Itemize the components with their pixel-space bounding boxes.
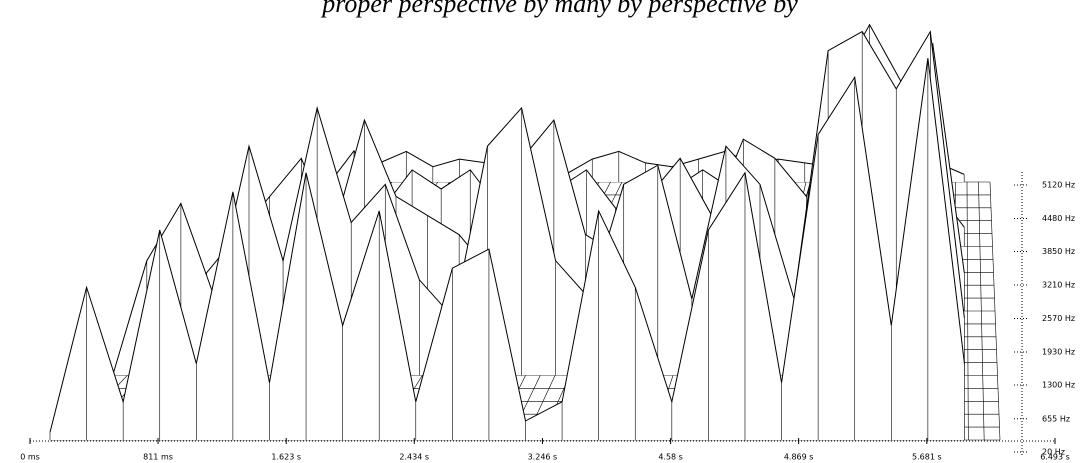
x-tick-label: 2.434 s <box>399 453 429 462</box>
y-tick-label: 4480 Hz <box>1042 214 1075 223</box>
y-tick-label: 5120 Hz <box>1042 181 1075 190</box>
x-tick-label: 4.869 s <box>784 453 814 462</box>
x-tick-label: 4.58 s <box>658 453 683 462</box>
y-tick-label: 20 Hz <box>1042 448 1065 457</box>
chart: proper perspective by many by perspectiv… <box>0 0 1090 463</box>
y-tick-label: 2570 Hz <box>1042 314 1075 323</box>
x-tick-label: 1.623 s <box>271 453 301 462</box>
y-tick-label: 3850 Hz <box>1042 247 1075 256</box>
x-tick-label: 0 ms <box>20 453 40 462</box>
y-tick-label: 1930 Hz <box>1042 348 1075 357</box>
x-tick-label: 5.681 s <box>912 453 942 462</box>
x-tick-label: 3.246 s <box>528 453 558 462</box>
x-tick-label: 811 ms <box>143 453 173 462</box>
y-tick-label: 3210 Hz <box>1042 280 1075 289</box>
chart-title: proper perspective by many by perspectiv… <box>320 0 798 18</box>
y-tick-label: 655 Hz <box>1042 414 1070 423</box>
y-tick-label: 1300 Hz <box>1042 380 1075 389</box>
